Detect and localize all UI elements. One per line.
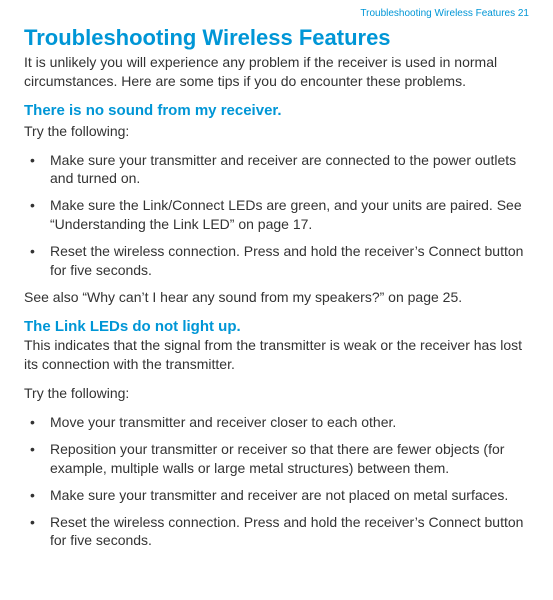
section2-body: This indicates that the signal from the …	[24, 336, 529, 374]
running-header: Troubleshooting Wireless Features 21	[24, 8, 529, 19]
list-item: Reset the wireless connection. Press and…	[24, 513, 529, 551]
section-heading-no-sound: There is no sound from my receiver.	[24, 101, 529, 121]
list-item: Make sure your transmitter and receiver …	[24, 486, 529, 505]
try-line-1: Try the following:	[24, 122, 529, 141]
bullets-section2: Move your transmitter and receiver close…	[24, 413, 529, 550]
page-title: Troubleshooting Wireless Features	[24, 25, 529, 51]
list-item: Make sure your transmitter and receiver …	[24, 151, 529, 189]
section-heading-link-leds: The Link LEDs do not light up.	[24, 317, 529, 337]
try-line-2: Try the following:	[24, 384, 529, 403]
list-item: Make sure the Link/Connect LEDs are gree…	[24, 196, 529, 234]
intro-paragraph: It is unlikely you will experience any p…	[24, 53, 529, 91]
see-also-line: See also “Why can’t I hear any sound fro…	[24, 288, 529, 307]
bullets-section1: Make sure your transmitter and receiver …	[24, 151, 529, 280]
list-item: Move your transmitter and receiver close…	[24, 413, 529, 432]
list-item: Reposition your transmitter or receiver …	[24, 440, 529, 478]
list-item: Reset the wireless connection. Press and…	[24, 242, 529, 280]
page-container: Troubleshooting Wireless Features 21 Tro…	[0, 0, 553, 582]
